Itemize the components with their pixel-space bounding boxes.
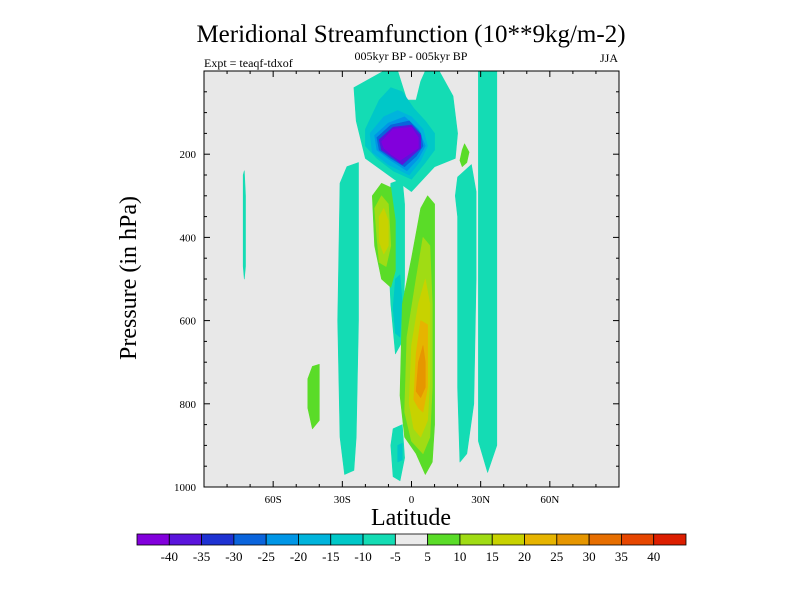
colorbar-box — [459, 533, 493, 546]
colorbar-box — [621, 533, 655, 546]
colorbar-box — [394, 533, 429, 546]
contour-region-9 — [397, 442, 403, 463]
colorbar-label: -35 — [193, 549, 210, 564]
colorbar-box — [588, 533, 622, 546]
x-tick-label: 30S — [334, 494, 351, 506]
colorbar-label: 30 — [583, 549, 596, 564]
colorbar — [136, 533, 687, 546]
colorbar-box — [298, 533, 332, 546]
y-tick-label: 1000 — [174, 482, 197, 494]
x-axis-label: Latitude — [371, 505, 451, 531]
colorbar-box — [362, 533, 396, 546]
colorbar-box — [556, 533, 590, 546]
x-tick-label: 0 — [409, 494, 415, 506]
colorbar-box — [233, 533, 267, 546]
colorbar-label: 15 — [486, 549, 499, 564]
contour-region-1 — [478, 70, 498, 473]
y-axis-label: Pressure (in hPa) — [116, 196, 142, 360]
colorbar-box — [427, 533, 461, 546]
colorbar-box — [524, 533, 558, 546]
chart-title: Meridional Streamfunction (10**9kg/m-2) — [196, 21, 625, 48]
x-tick-label: 60N — [540, 494, 559, 506]
y-tick-label: 400 — [180, 232, 197, 244]
experiment-label: Expt = teaqf-tdxof — [204, 56, 293, 70]
colorbar-label: -25 — [258, 549, 275, 564]
y-tick-label: 200 — [180, 149, 197, 161]
x-tick-label: 60S — [265, 494, 282, 506]
contour-region-8 — [392, 274, 403, 338]
colorbar-label: -15 — [322, 549, 339, 564]
contour-region-6 — [242, 170, 246, 280]
colorbar-label: 40 — [647, 549, 660, 564]
colorbar-label: -30 — [225, 549, 242, 564]
colorbar-label: -40 — [161, 549, 178, 564]
colorbar-box — [136, 533, 170, 546]
contour-region-24 — [415, 345, 426, 398]
contour-region-18 — [307, 363, 320, 430]
contour-region-17 — [459, 143, 470, 167]
colorbar-box — [168, 533, 202, 546]
colorbar-label: 5 — [424, 549, 431, 564]
colorbar-labels: -40 -35 -30 -25 -20 -15 -10 -5 5 10 15 20 25 30 35 40 — [161, 549, 661, 564]
season-label: JJA — [600, 51, 618, 65]
colorbar-label: -10 — [354, 549, 371, 564]
colorbar-label: 35 — [615, 549, 628, 564]
chart-subtitle: 005kyr BP - 005kyr BP — [355, 49, 468, 63]
colorbar-label: 20 — [518, 549, 531, 564]
contour-fills — [242, 70, 498, 482]
colorbar-label: 25 — [550, 549, 563, 564]
axis-ticks — [204, 71, 619, 488]
colorbar-label: -5 — [390, 549, 401, 564]
colorbar-label: -20 — [290, 549, 307, 564]
axis-tick-labels: 60S 30S 0 30N 60N 200 400 600 800 1000 — [174, 149, 559, 506]
y-tick-label: 800 — [180, 399, 197, 411]
x-tick-label: 30N — [471, 494, 490, 506]
colorbar-box — [653, 533, 687, 546]
colorbar-box — [491, 533, 525, 546]
contour-region-14 — [381, 126, 419, 161]
contour-region-21 — [378, 208, 389, 255]
y-tick-label: 600 — [180, 316, 197, 328]
contour-region-2 — [454, 164, 477, 463]
colorbar-box — [201, 533, 235, 546]
colorbar-box — [330, 533, 364, 546]
contour-region-3 — [337, 162, 359, 475]
colorbar-box — [265, 533, 299, 546]
colorbar-label: 10 — [453, 549, 466, 564]
